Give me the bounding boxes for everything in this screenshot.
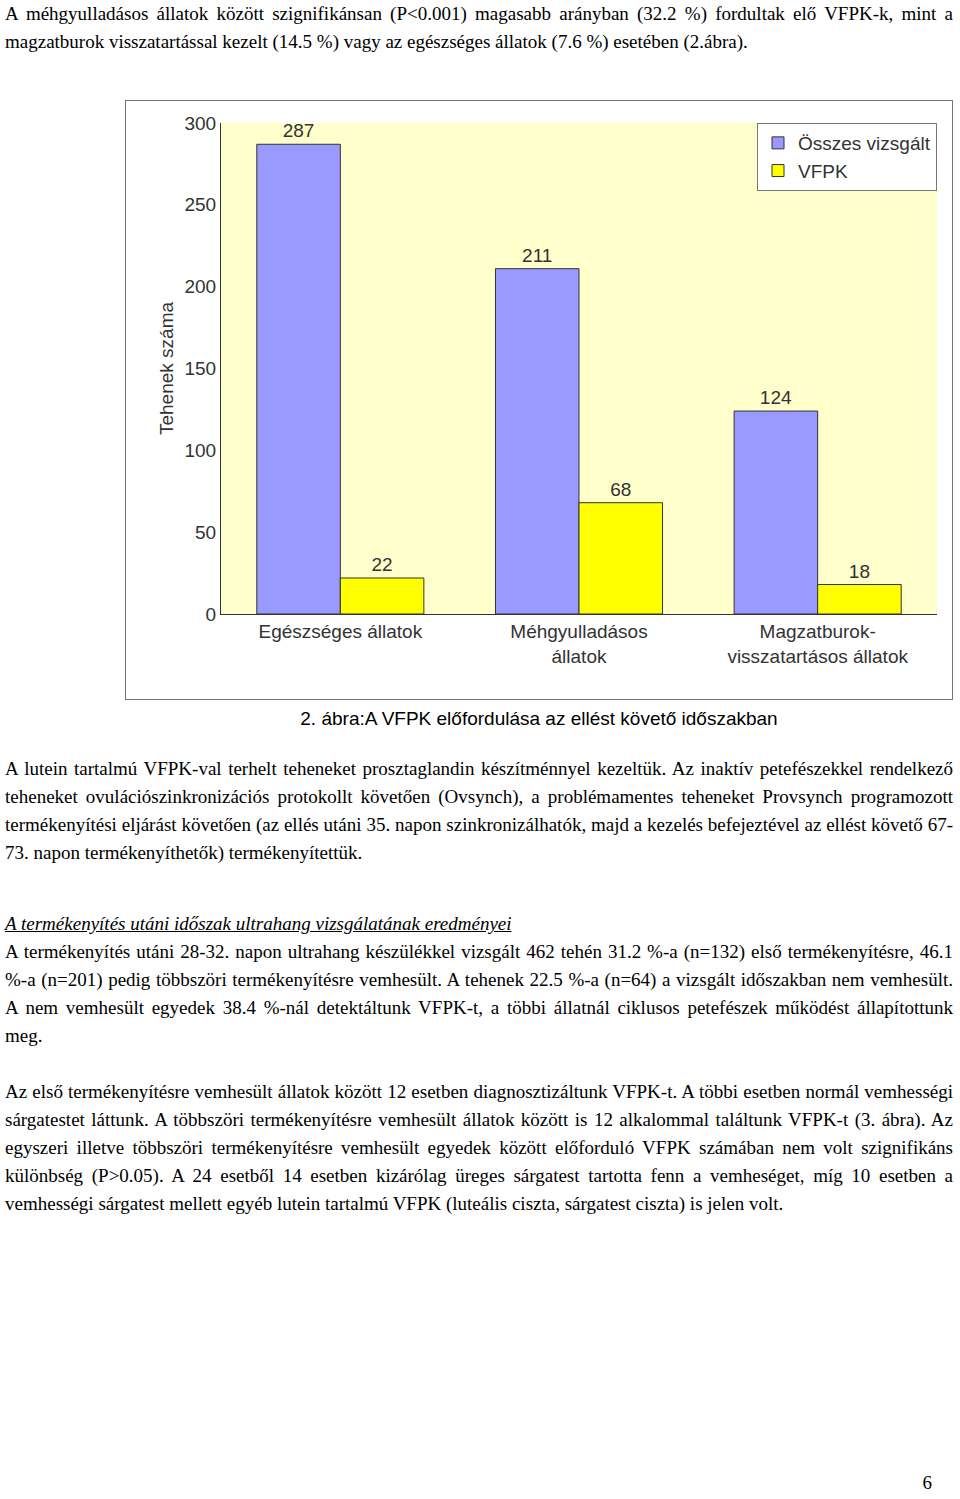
svg-text:68: 68 (610, 479, 631, 500)
svg-text:Méhgyulladásosállatok: Méhgyulladásosállatok (510, 621, 647, 667)
html-text:Az első termékenyítésre vemhes: Az első termékenyítésre vemhesült állato… (5, 1081, 953, 1214)
svg-text:300: 300 (184, 113, 216, 134)
svg-text:124: 124 (760, 387, 792, 408)
html-text:A termékenyítés utáni 28-32. n: A termékenyítés utáni 28-32. napon ultra… (5, 941, 953, 1046)
svg-text:Magzatburok-visszatartásos áll: Magzatburok-visszatartásos állatok (727, 621, 908, 667)
html-text:6: 6 (922, 1472, 932, 1493)
svg-text:150: 150 (184, 358, 216, 379)
svg-text:Összes vizsgált: Összes vizsgált (798, 133, 931, 154)
html-text:A méhgyulladásos állatok közöt: A méhgyulladásos állatok között szignifi… (5, 3, 953, 52)
svg-text:22: 22 (372, 554, 393, 575)
svg-text:287: 287 (283, 120, 315, 141)
svg-text:0: 0 (206, 604, 217, 625)
svg-text:50: 50 (195, 522, 216, 543)
html-text:2. ábra:A VFPK előfordulása az: 2. ábra:A VFPK előfordulása az ellést kö… (300, 708, 778, 729)
svg-text:Tehenek száma: Tehenek száma (156, 302, 177, 436)
svg-text:200: 200 (184, 276, 216, 297)
html-text:A termékenyítés utáni időszak: A termékenyítés utáni időszak ultrahang … (5, 913, 512, 934)
svg-text:100: 100 (184, 440, 216, 461)
svg-text:250: 250 (184, 194, 216, 215)
svg-text:211: 211 (522, 245, 552, 266)
html-text:A lutein tartalmú VFPK-val ter: A lutein tartalmú VFPK-val terhelt tehen… (5, 758, 953, 863)
svg-text:Egészséges állatok: Egészséges állatok (258, 621, 422, 642)
svg-text:VFPK: VFPK (798, 161, 848, 182)
svg-text:18: 18 (849, 561, 870, 582)
